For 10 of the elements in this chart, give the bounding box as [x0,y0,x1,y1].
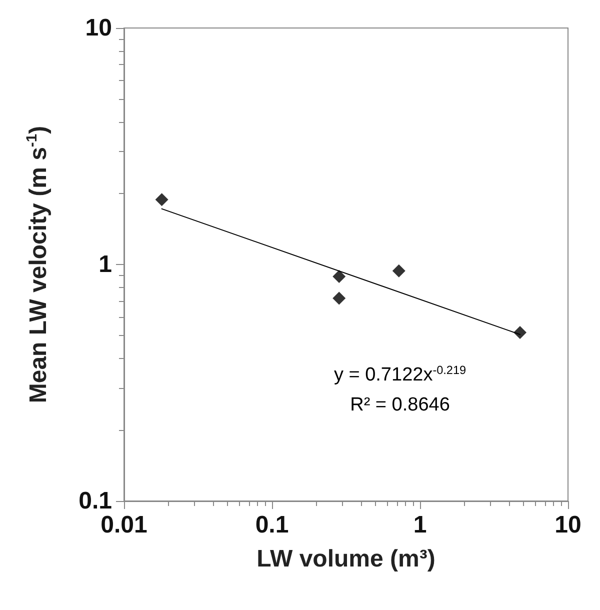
x-tick-label: 10 [554,512,582,538]
x-tick-label: 0.1 [255,512,289,538]
x-tick-label: 1 [413,512,427,538]
x-tick-label: 0.01 [100,512,148,538]
y-tick-label: 1 [98,251,112,278]
x-axis-title: LW volume (m³) [256,546,436,572]
annotation: R² = 0.8646 [350,394,450,416]
y-axis-title: Mean LW velocity (m s-1) [24,126,52,404]
y-tick-label: 0.1 [78,488,112,514]
y-tick-label: 10 [85,14,112,42]
